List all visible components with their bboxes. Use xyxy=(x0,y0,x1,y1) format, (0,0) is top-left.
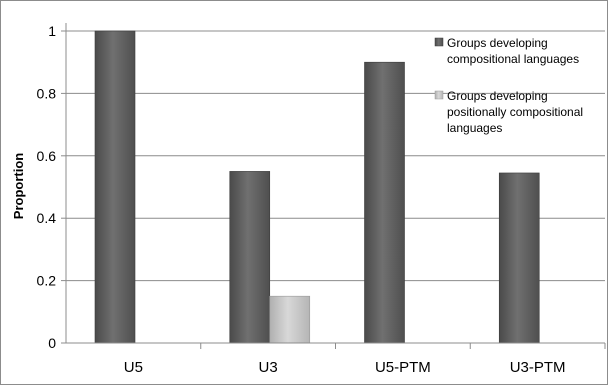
y-axis-title: Proportion xyxy=(11,153,26,219)
bar-u3-series-1 xyxy=(229,171,271,344)
y-tick-label: 0 xyxy=(48,335,56,351)
legend: Groups developing compositional languages… xyxy=(434,36,583,135)
legend-label: Groups developing xyxy=(447,89,548,103)
legend-swatch-series-1 xyxy=(434,37,444,47)
legend-label: Groups developing xyxy=(447,36,548,50)
axes: 0 0.2 0.4 0.6 0.8 1 U5 U3 U5-PTM U3-PTM xyxy=(37,23,606,376)
bars xyxy=(94,30,540,344)
y-tick-label: 0.2 xyxy=(37,273,57,289)
bar-u5-ptm-series-1 xyxy=(364,61,405,344)
y-tick-label: 1 xyxy=(48,23,56,39)
y-tick-label: 0.6 xyxy=(37,148,57,164)
bar-u3-ptm-series-1 xyxy=(498,172,540,344)
y-tick-label: 0.4 xyxy=(37,210,57,226)
x-tick-label: U5 xyxy=(124,359,143,376)
bar-u5-series-1 xyxy=(94,30,136,344)
y-tick-label: 0.8 xyxy=(37,85,57,101)
x-tick-label: U5-PTM xyxy=(375,359,431,376)
x-tick-label: U3 xyxy=(259,359,278,376)
legend-label: languages xyxy=(447,121,502,135)
legend-label: positionally compositional xyxy=(447,105,583,119)
x-tick-label: U3-PTM xyxy=(510,359,566,376)
legend-label: compositional languages xyxy=(447,52,579,66)
bar-u3-series-2 xyxy=(269,295,311,344)
legend-swatch-series-2 xyxy=(434,90,444,100)
